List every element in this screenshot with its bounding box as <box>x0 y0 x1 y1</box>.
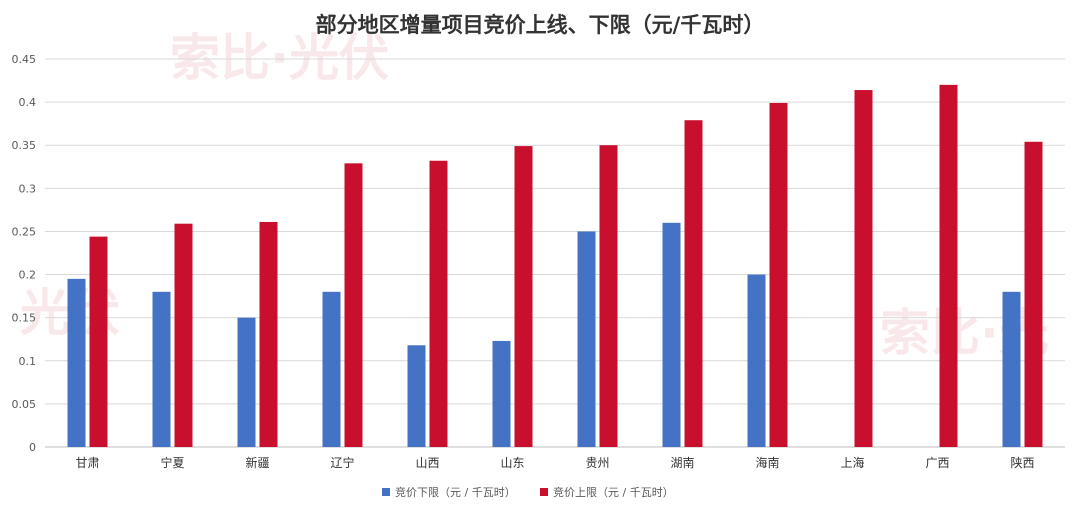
x-axis: 甘肃 宁夏 新疆 辽宁 山西 山东 贵州 湖南 海南 上海 广西 陕西 <box>75 455 1034 470</box>
x-tick-label: 贵州 <box>585 456 609 470</box>
bar-lower-陕西 <box>1002 291 1021 447</box>
bar-lower-湖南 <box>662 222 681 447</box>
y-tick-label: 0.25 <box>12 225 37 238</box>
bar-upper-宁夏 <box>174 223 193 447</box>
x-tick-label: 山西 <box>415 456 439 470</box>
y-tick-label: 0.3 <box>19 182 37 195</box>
bar-upper-上海 <box>854 90 873 447</box>
x-tick-label: 上海 <box>840 455 864 470</box>
bar-upper-新疆 <box>259 221 278 447</box>
legend-swatch <box>540 488 548 496</box>
bar-upper-辽宁 <box>344 163 363 447</box>
bar-upper-海南 <box>769 102 788 448</box>
bars <box>67 84 1043 448</box>
x-tick-label: 辽宁 <box>330 455 354 470</box>
bar-upper-广西 <box>939 84 958 447</box>
bar-upper-湖南 <box>684 120 703 448</box>
bar-lower-山西 <box>407 345 426 447</box>
legend-label: 竞价上限（元 / 千瓦时） <box>553 485 674 499</box>
x-tick-label: 甘肃 <box>75 456 99 470</box>
bar-lower-甘肃 <box>67 278 86 447</box>
bar-upper-甘肃 <box>89 236 108 447</box>
y-tick-label: 0.35 <box>12 139 37 152</box>
bar-lower-贵州 <box>577 231 596 447</box>
x-tick-label: 山东 <box>500 456 524 470</box>
bar-lower-新疆 <box>237 317 256 447</box>
y-tick-label: 0.4 <box>19 96 37 109</box>
bar-upper-贵州 <box>599 145 618 447</box>
bar-lower-宁夏 <box>152 291 171 447</box>
bar-upper-陕西 <box>1024 141 1043 448</box>
bar-lower-山东 <box>492 340 511 447</box>
legend-swatch <box>382 488 390 496</box>
bar-upper-山西 <box>429 160 448 447</box>
legend: 竞价下限（元 / 千瓦时） 竞价上限（元 / 千瓦时） <box>382 485 674 499</box>
x-tick-label: 新疆 <box>245 455 269 470</box>
y-tick-label: 0.1 <box>19 355 37 368</box>
x-tick-label: 湖南 <box>670 455 694 470</box>
y-tick-label: 0 <box>29 441 36 454</box>
svg-text:索比·光: 索比·光 <box>880 304 1049 362</box>
legend-label: 竞价下限（元 / 千瓦时） <box>395 485 516 499</box>
svg-text:索比·光伏: 索比·光伏 <box>170 29 389 87</box>
x-tick-label: 广西 <box>925 456 949 470</box>
gridlines <box>45 58 1065 448</box>
chart-title: 部分地区增量项目竞价上线、下限（元/千瓦时） <box>316 13 765 37</box>
y-tick-label: 0.2 <box>19 269 37 282</box>
bar-lower-辽宁 <box>322 291 341 447</box>
y-tick-label: 0.15 <box>12 312 37 325</box>
y-axis: 0 0.05 0.1 0.15 0.2 0.25 0.3 0.35 0.4 0.45 <box>12 53 37 454</box>
bar-upper-山东 <box>514 146 533 447</box>
y-tick-label: 0.05 <box>12 398 37 411</box>
bar-lower-海南 <box>747 274 766 447</box>
x-tick-label: 宁夏 <box>160 455 184 470</box>
x-tick-label: 陕西 <box>1010 455 1034 470</box>
x-tick-label: 海南 <box>755 455 779 470</box>
watermarks: 索比·光伏 索比·光 光伏 <box>20 29 1049 362</box>
y-tick-label: 0.45 <box>12 53 37 66</box>
